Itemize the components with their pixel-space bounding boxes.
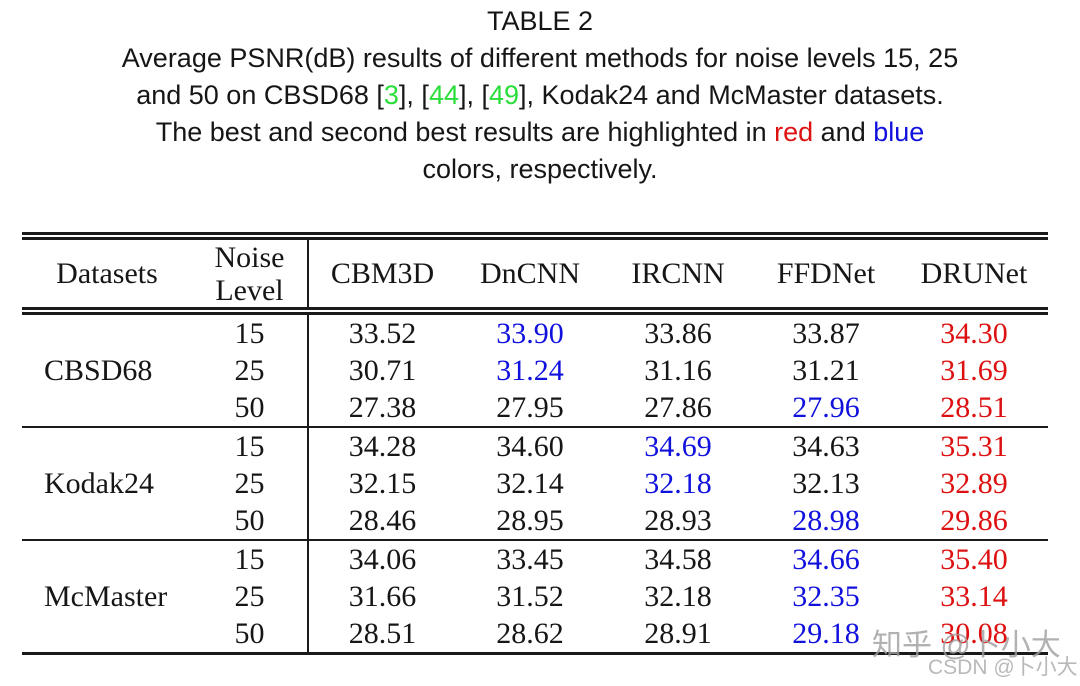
caption-line: colors, respectively. xyxy=(0,151,1080,188)
noise-level-value: 25 xyxy=(192,352,309,389)
caption-text: ], [ xyxy=(458,80,489,110)
psnr-value: 32.14 xyxy=(496,467,564,500)
psnr-value: 27.86 xyxy=(644,391,712,424)
color-word-best: red xyxy=(774,117,814,147)
psnr-value-best: 28.51 xyxy=(940,391,1008,424)
table-row: CBSD68 15 33.52 33.90 33.86 33.87 34.30 xyxy=(22,311,1048,387)
psnr-value: 32.15 xyxy=(348,467,417,500)
table-row: 25 32.15 32.14 32.18 32.13 32.89 xyxy=(22,465,1048,502)
psnr-value-best: 35.40 xyxy=(900,539,1048,578)
psnr-value: 33.45 xyxy=(456,539,604,578)
column-header-cbm3d: CBM3D xyxy=(308,236,456,315)
dataset-label: CBSD68 xyxy=(44,354,153,387)
citation-number: 44 xyxy=(428,80,459,110)
caption-text: colors, respectively. xyxy=(422,154,658,184)
psnr-value-best: 31.69 xyxy=(940,354,1008,387)
psnr-value: 30.71 xyxy=(348,354,417,387)
caption-line: and 50 on CBSD68 [3], [44], [49], Kodak2… xyxy=(0,77,1080,114)
column-header-dncnn: DnCNN xyxy=(456,236,604,315)
noise-level-value: 50 xyxy=(192,502,309,540)
caption-text: Average PSNR(dB) results of different me… xyxy=(121,43,959,73)
column-header-ffdnet: FFDNet xyxy=(752,236,900,315)
psnr-value: 31.66 xyxy=(348,580,417,613)
psnr-value-second: 33.90 xyxy=(496,317,564,350)
psnr-value: 32.13 xyxy=(792,467,860,500)
psnr-value: 31.21 xyxy=(792,354,860,387)
table-header-row: Datasets Noise Level CBM3D DnCNN IRCNN F… xyxy=(22,236,1048,315)
psnr-value: 28.95 xyxy=(496,504,564,537)
psnr-value-second: 32.35 xyxy=(792,580,860,613)
psnr-value: 31.16 xyxy=(644,354,712,387)
psnr-value: 32.18 xyxy=(644,580,712,613)
table-caption: TABLE 2 Average PSNR(dB) results of diff… xyxy=(0,0,1080,188)
psnr-value-best: 34.30 xyxy=(940,317,1008,350)
psnr-value-best: 35.31 xyxy=(900,426,1048,465)
results-table: Datasets Noise Level CBM3D DnCNN IRCNN F… xyxy=(22,232,1048,655)
psnr-value: 34.06 xyxy=(308,539,456,578)
csdn-watermark: CSDN @卜小大 xyxy=(928,656,1078,679)
caption-body: Average PSNR(dB) results of different me… xyxy=(0,40,1080,188)
table-row: 50 27.38 27.95 27.86 27.96 28.51 xyxy=(22,389,1048,427)
caption-text: The best and second best results are hig… xyxy=(155,117,775,147)
psnr-value: 28.93 xyxy=(644,504,712,537)
column-header-ircnn: IRCNN xyxy=(604,236,752,315)
psnr-value-best: 30.08 xyxy=(940,617,1008,650)
caption-text: and 50 on CBSD68 [ xyxy=(136,80,384,110)
psnr-value: 28.62 xyxy=(496,617,564,650)
table-row: 25 30.71 31.24 31.16 31.21 31.69 xyxy=(22,352,1048,389)
citation-number: 49 xyxy=(489,80,520,110)
color-word-second: blue xyxy=(873,117,925,147)
caption-line: Average PSNR(dB) results of different me… xyxy=(0,40,1080,77)
column-header-datasets: Datasets xyxy=(22,236,192,315)
psnr-value-second: 31.24 xyxy=(496,354,564,387)
psnr-value: 31.52 xyxy=(496,580,564,613)
psnr-value-best: 32.89 xyxy=(940,467,1008,500)
psnr-value-best: 33.14 xyxy=(940,580,1008,613)
table-row: 50 28.51 28.62 28.91 29.18 30.08 xyxy=(22,615,1048,654)
noise-level-value: 15 xyxy=(192,426,309,465)
psnr-value: 28.91 xyxy=(644,617,712,650)
noise-level-value: 25 xyxy=(192,578,309,615)
column-header-noise-level: Noise Level xyxy=(192,236,309,315)
psnr-value: 34.60 xyxy=(456,426,604,465)
table-row: McMaster 15 34.06 33.45 34.58 34.66 35.40 xyxy=(22,539,1048,654)
noise-level-value: 50 xyxy=(192,615,309,654)
caption-text: ], Kodak24 and McMaster datasets. xyxy=(519,80,944,110)
psnr-value: 28.46 xyxy=(348,504,417,537)
psnr-value: 34.28 xyxy=(308,426,456,465)
psnr-value-second: 29.18 xyxy=(792,617,860,650)
noise-level-value: 15 xyxy=(192,311,309,352)
psnr-value: 33.86 xyxy=(644,317,712,350)
psnr-value-second: 27.96 xyxy=(792,391,860,424)
caption-line: The best and second best results are hig… xyxy=(0,114,1080,151)
noise-header-line2: Level xyxy=(215,273,284,307)
psnr-value: 34.58 xyxy=(604,539,752,578)
noise-level-value: 50 xyxy=(192,389,309,427)
psnr-value: 34.63 xyxy=(752,426,900,465)
psnr-value: 28.51 xyxy=(348,617,417,650)
table-row: 50 28.46 28.95 28.93 28.98 29.86 xyxy=(22,502,1048,540)
psnr-value-best: 29.86 xyxy=(940,504,1008,537)
citation-number: 3 xyxy=(383,80,399,110)
table-row: Kodak24 15 34.28 34.60 34.69 34.63 35.31 xyxy=(22,426,1048,540)
caption-text: and xyxy=(813,117,874,147)
table-row: 25 31.66 31.52 32.18 32.35 33.14 xyxy=(22,578,1048,615)
psnr-value-second: 28.98 xyxy=(792,504,860,537)
psnr-value: 27.95 xyxy=(496,391,564,424)
caption-title: TABLE 2 xyxy=(486,6,594,36)
caption-text: ], [ xyxy=(398,80,429,110)
psnr-value: 33.52 xyxy=(348,317,417,350)
psnr-value-second: 32.18 xyxy=(644,467,712,500)
dataset-label: Kodak24 xyxy=(22,426,192,540)
psnr-value-second: 34.66 xyxy=(752,539,900,578)
psnr-value: 27.38 xyxy=(348,391,417,424)
column-header-drunet: DRUNet xyxy=(900,236,1048,315)
noise-level-value: 25 xyxy=(192,465,309,502)
dataset-label: McMaster xyxy=(22,539,192,654)
psnr-value: 33.87 xyxy=(792,317,860,350)
noise-header-line1: Noise xyxy=(214,240,285,274)
psnr-value-second: 34.69 xyxy=(604,426,752,465)
noise-level-value: 15 xyxy=(192,539,309,578)
